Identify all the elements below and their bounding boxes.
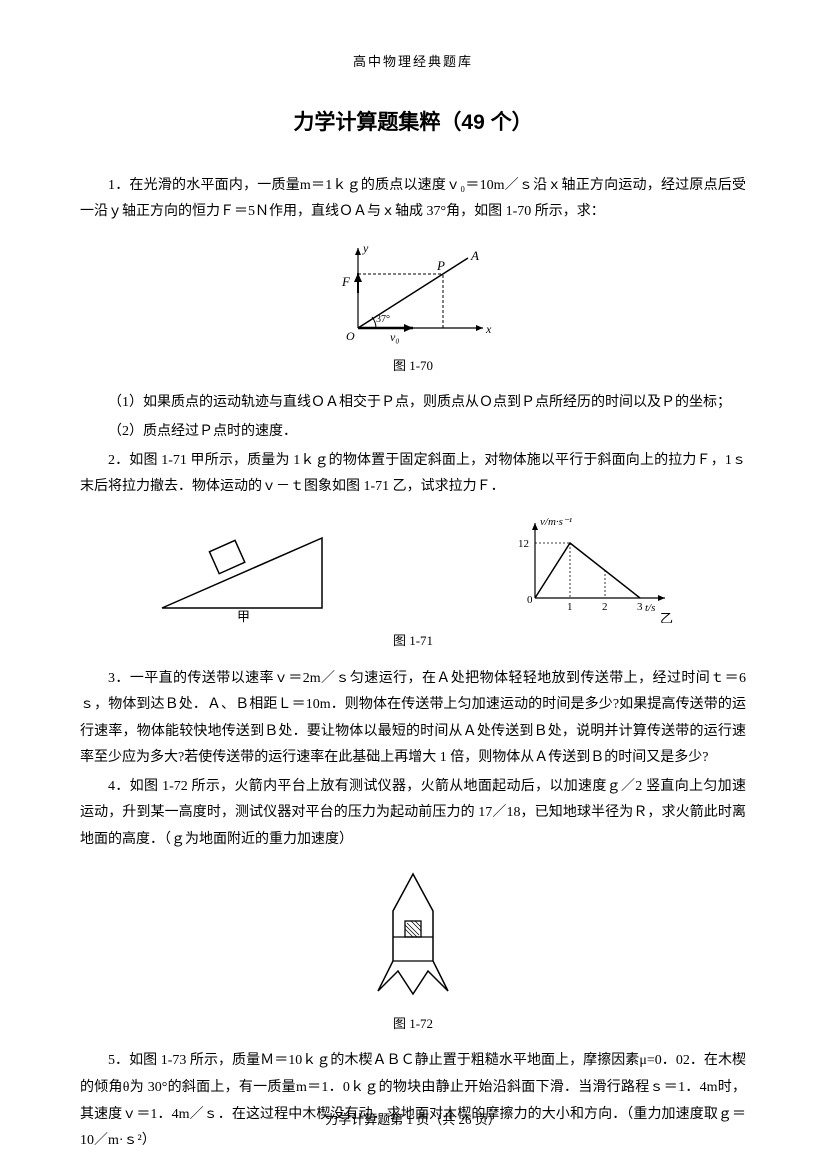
label-2: 2: [602, 601, 608, 613]
document-title: 力学计算题集粹（49 个）: [80, 103, 746, 143]
label-v0: v₀: [390, 330, 400, 344]
label-y: y: [362, 241, 369, 255]
figure-1-71-left: 甲: [147, 513, 337, 623]
label-0: 0: [527, 594, 533, 606]
page-header: 高中物理经典题库: [80, 50, 746, 75]
figure-1-70: y x P A F O v₀ 37° 图 1-70: [80, 238, 746, 379]
label-3: 3: [637, 601, 643, 613]
label-v-axis: v/m·s⁻¹: [540, 516, 572, 528]
label-A: A: [470, 248, 479, 263]
problem-4: 4．如图 1-72 所示，火箭内平台上放有测试仪器，火箭从地面起动后，以加速度ｇ…: [80, 774, 746, 854]
label-x: x: [485, 322, 492, 336]
problem-2: 2．如图 1-71 甲所示，质量为 1ｋｇ的物体置于固定斜面上，对物体施以平行于…: [80, 448, 746, 501]
figure-1-71-right: v/m·s⁻¹ t/s 12 0 1 2 3 乙: [510, 513, 680, 623]
problem-1-sub2: （2）质点经过Ｐ点时的速度．: [80, 419, 746, 446]
problem-1: 1．在光滑的水平面内，一质量m＝1ｋｇ的质点以速度ｖ₀＝10m／ｓ沿ｘ轴正方向运…: [80, 173, 746, 226]
label-O: O: [346, 329, 355, 343]
figure-1-72: 图 1-72: [80, 866, 746, 1037]
figure-1-71-caption: 图 1-71: [80, 629, 746, 654]
label-P: P: [436, 258, 445, 273]
label-12: 12: [518, 538, 529, 550]
problem-1-sub1: （1）如果质点的运动轨迹与直线ＯＡ相交于Ｐ点，则质点从Ｏ点到Ｐ点所经历的时间以及…: [80, 390, 746, 417]
label-1: 1: [567, 601, 573, 613]
problem-3: 3．一平直的传送带以速率ｖ＝2m／ｓ匀速运行，在Ａ处把物体轻轻地放到传送带上，经…: [80, 666, 746, 772]
figure-1-72-caption: 图 1-72: [80, 1012, 746, 1037]
label-jia: 甲: [237, 609, 250, 623]
figure-1-71: 甲 v/m·s⁻¹ t/s 12 0 1 2 3 乙 图 1-71: [80, 513, 746, 654]
figure-1-70-caption: 图 1-70: [80, 354, 746, 379]
page-footer: 力学计算题第 1 页（共 26 页）: [0, 1108, 826, 1133]
label-angle: 37°: [376, 314, 390, 325]
problem-5: 5．如图 1-73 所示，质量Ｍ＝10ｋｇ的木楔ＡＢＣ静止置于粗糙水平地面上，摩…: [80, 1048, 746, 1154]
label-t-axis: t/s: [645, 602, 655, 614]
label-yi: 乙: [660, 611, 673, 623]
label-F: F: [341, 274, 351, 289]
